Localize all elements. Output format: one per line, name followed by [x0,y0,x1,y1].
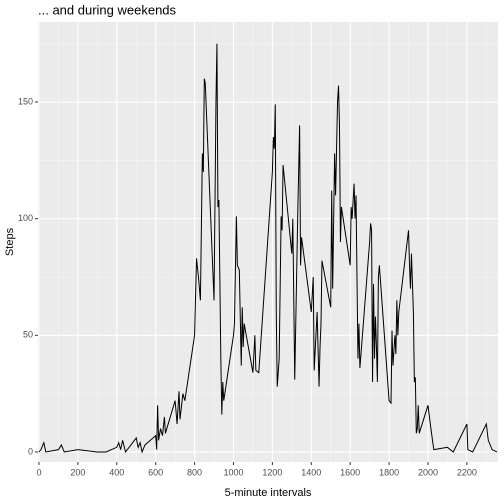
y-tick-label: 0 [28,446,33,456]
x-tick-label: 2200 [457,467,477,477]
x-tick-label: 1800 [379,467,399,477]
chart-title: ... and during weekends [38,2,177,17]
x-tick-label: 1200 [262,467,282,477]
x-tick-label: 400 [109,467,124,477]
line [38,43,498,454]
y-tick-label: 50 [23,330,33,340]
x-tick-label: 0 [36,467,41,477]
y-tick-label: 100 [18,213,33,223]
x-axis-title: 5-minute intervals [225,487,312,499]
y-tick-label: 150 [18,96,33,106]
x-tick-label: 600 [148,467,163,477]
x-tick-label: 1000 [223,467,243,477]
x-tick-label: 800 [187,467,202,477]
x-tick-label: 2000 [418,467,438,477]
x-tick-label: 1600 [340,467,360,477]
x-tick-label: 1400 [301,467,321,477]
x-tick-label: 200 [70,467,85,477]
y-axis-title: Steps [4,227,16,256]
